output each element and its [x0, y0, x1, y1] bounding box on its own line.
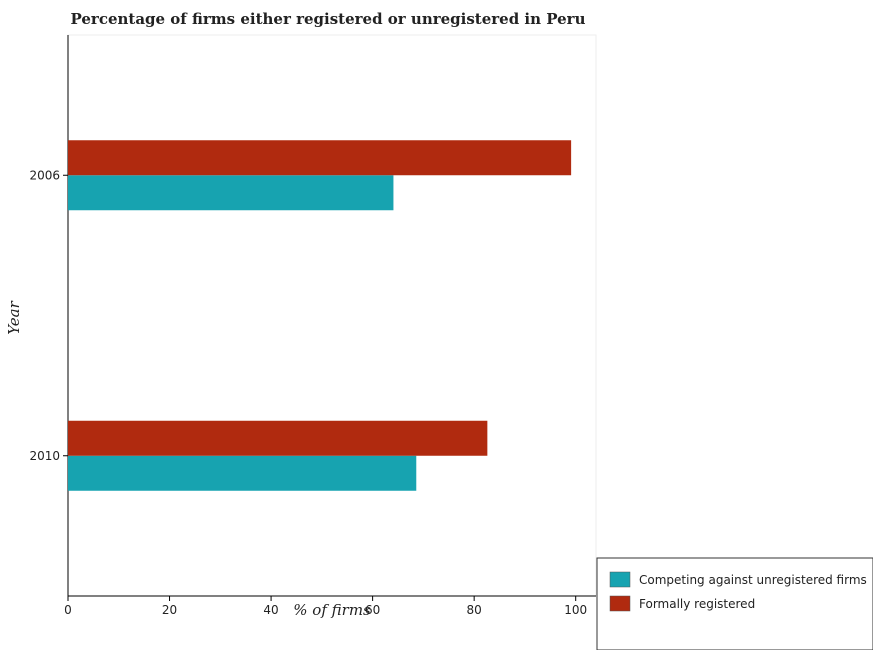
x-tick-label: 40: [263, 603, 278, 617]
x-tick-label: 80: [467, 603, 482, 617]
bar-2006-series-0: [68, 175, 394, 211]
chart-title: Percentage of firms either registered or…: [71, 10, 586, 28]
bar-2010-series-0: [68, 455, 417, 491]
bar-2006-series-1: [68, 140, 572, 176]
legend-box: [596, 557, 873, 650]
legend-swatch: [609, 571, 631, 588]
x-axis-label: % of firms: [293, 601, 371, 619]
plot-area: 0 20 40 60 80 100 2006 2010: [29, 34, 597, 617]
x-tick-label: 0: [64, 603, 72, 617]
x-tick-label: 20: [162, 603, 177, 617]
legend-label: Competing against unregistered firms: [639, 573, 867, 587]
legend: Competing against unregistered firms Form…: [596, 557, 873, 650]
bar-2010-series-1: [68, 420, 488, 456]
y-axis-label: Year: [5, 300, 23, 334]
y-tick-label: 2006: [29, 168, 60, 182]
legend-label: Formally registered: [639, 597, 755, 611]
legend-swatch: [609, 595, 631, 612]
x-tick-label: 60: [365, 603, 380, 617]
y-tick-label: 2010: [29, 449, 60, 463]
x-tick-label: 100: [564, 603, 587, 617]
plot-frame: [67, 34, 597, 597]
